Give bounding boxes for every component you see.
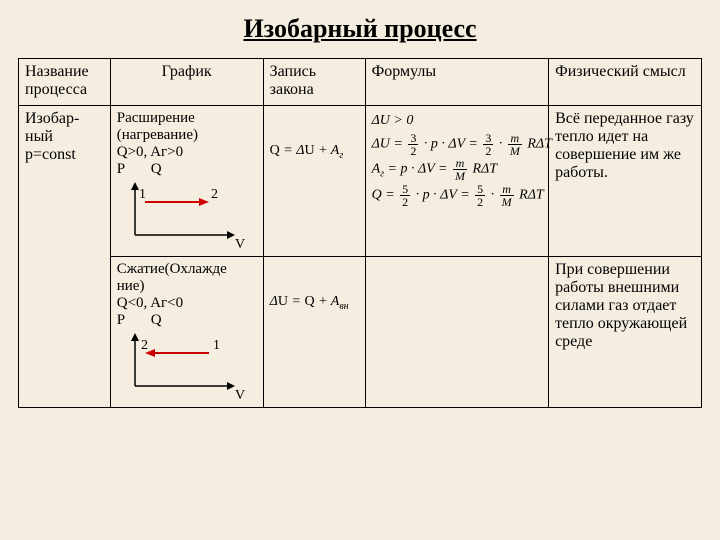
graph-compression: Сжатие(Охлажде ние) Q<0, Aг<0 P Q 2 1 V: [110, 257, 263, 408]
g2-pt2: 2: [141, 338, 148, 353]
g2-t2: ние): [117, 278, 145, 294]
g1-Q: Q: [151, 161, 162, 177]
g1-V: V: [235, 237, 245, 250]
phys-expansion: Всё переданное газу тепло идет на соверш…: [549, 106, 702, 257]
formulas-compression: [365, 257, 548, 408]
f-ag: Aг = p · ΔV = mM RΔT: [372, 157, 542, 183]
graph2-svg: 2 1 V: [117, 331, 247, 401]
page: Изобарный процесс Название процесса Граф…: [0, 0, 720, 540]
g2-t1: Сжатие(Охлажде: [117, 261, 227, 277]
hdr-phys: Физический смысл: [549, 59, 702, 106]
proc-l1: Изобар-: [25, 110, 79, 127]
proc-l3: p=const: [25, 146, 76, 163]
phys-compression: При совершении работы внешними силами га…: [549, 257, 702, 408]
process-table: Название процесса График Запись закона Ф…: [18, 58, 702, 408]
g2-Q: Q: [151, 312, 162, 328]
process-name-cell: Изобар- ный p=const: [19, 106, 111, 408]
law-expansion: Q = ΔU + Aг: [263, 106, 365, 257]
header-row: Название процесса График Запись закона Ф…: [19, 59, 702, 106]
f-du2: ΔU = 32 · p · ΔV = 32 · mM RΔT: [372, 132, 542, 157]
law1-text: Q = ΔU + Aг: [270, 140, 359, 164]
hdr-law: Запись закона: [263, 59, 365, 106]
g2-t3: Q<0, Aг<0: [117, 295, 183, 311]
g2-pt1: 1: [213, 338, 220, 353]
hdr-graph: График: [110, 59, 263, 106]
row-expansion: Изобар- ный p=const Расширение (нагреван…: [19, 106, 702, 257]
g2-P: P: [117, 312, 125, 328]
g1-t1: Расширение: [117, 110, 195, 126]
f-du: ΔU > 0: [372, 110, 542, 132]
formulas-expansion: ΔU > 0 ΔU = 32 · p · ΔV = 32 · mM RΔT Aг…: [365, 106, 548, 257]
graph-expansion: Расширение (нагревание) Q>0, Aг>0 P Q 1 …: [110, 106, 263, 257]
g1-P: P: [117, 161, 125, 177]
row-compression: Сжатие(Охлажде ние) Q<0, Aг<0 P Q 2 1 V: [19, 257, 702, 408]
g1-pt2: 2: [211, 187, 218, 202]
graph1-svg: 1 2 V: [117, 180, 247, 250]
law-compression: ΔU = Q + Aвн: [263, 257, 365, 408]
g1-t3: Q>0, Aг>0: [117, 144, 183, 160]
f-q: Q = 52 · p · ΔV = 52 · mM RΔT: [372, 183, 542, 208]
g2-V: V: [235, 388, 245, 401]
hdr-name: Название процесса: [19, 59, 111, 106]
proc-l2: ный: [25, 128, 53, 145]
page-title: Изобарный процесс: [18, 14, 702, 44]
g1-pt1: 1: [139, 187, 146, 202]
g1-t2: (нагревание): [117, 127, 198, 143]
hdr-formulas: Формулы: [365, 59, 548, 106]
law2-text: ΔU = Q + Aвн: [270, 291, 359, 315]
